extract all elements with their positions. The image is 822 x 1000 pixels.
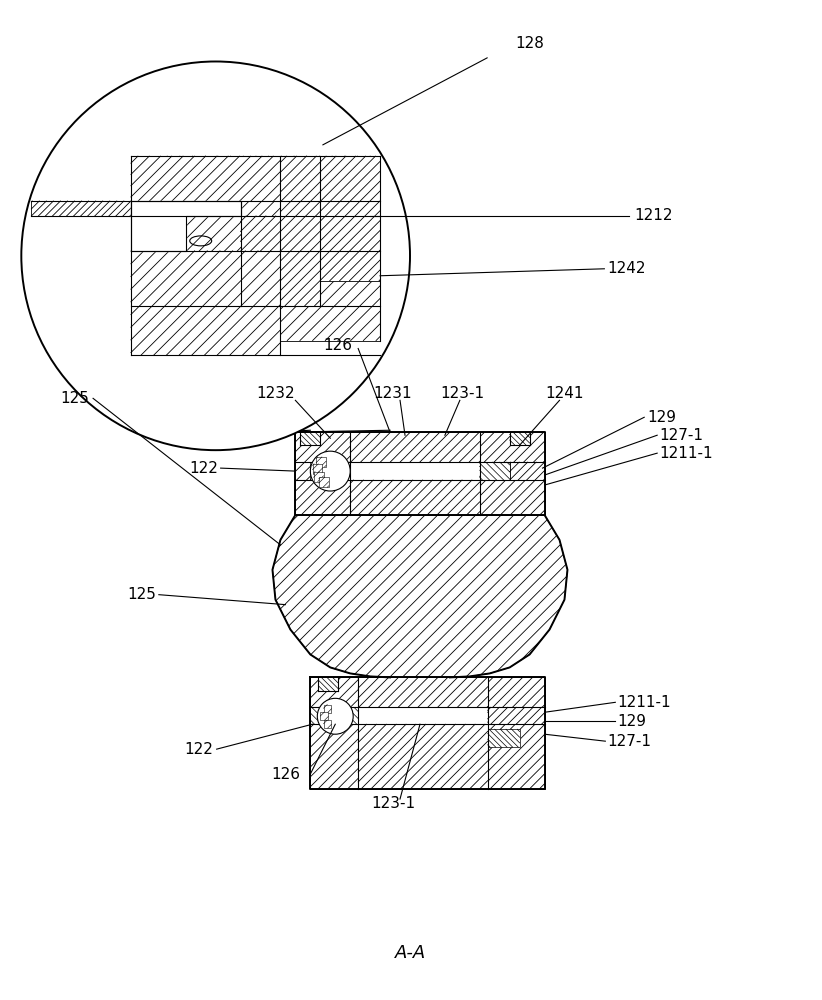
Text: 1231: 1231 <box>374 386 413 401</box>
Text: 122: 122 <box>185 742 214 757</box>
Text: 122: 122 <box>190 461 219 476</box>
Circle shape <box>317 698 353 734</box>
Circle shape <box>311 451 350 491</box>
Polygon shape <box>131 201 241 251</box>
Polygon shape <box>241 216 280 306</box>
Polygon shape <box>280 156 380 306</box>
Polygon shape <box>510 462 544 480</box>
Text: 129: 129 <box>617 714 646 729</box>
Text: 125: 125 <box>60 391 89 406</box>
Polygon shape <box>311 677 358 789</box>
Polygon shape <box>350 432 480 462</box>
Polygon shape <box>510 432 529 445</box>
Polygon shape <box>272 515 567 677</box>
Polygon shape <box>321 712 328 720</box>
Polygon shape <box>311 707 358 724</box>
Polygon shape <box>316 457 326 467</box>
Polygon shape <box>480 462 510 480</box>
Text: 1241: 1241 <box>545 386 584 401</box>
Text: 127-1: 127-1 <box>659 428 703 443</box>
Polygon shape <box>319 477 329 487</box>
Polygon shape <box>487 677 544 789</box>
Polygon shape <box>131 156 280 201</box>
Text: 123-1: 123-1 <box>441 386 485 401</box>
Text: 1212: 1212 <box>635 208 672 223</box>
Text: 1242: 1242 <box>607 261 646 276</box>
Polygon shape <box>324 705 331 713</box>
Polygon shape <box>487 729 520 747</box>
Text: A-A: A-A <box>395 944 427 962</box>
Polygon shape <box>161 156 380 355</box>
Polygon shape <box>358 724 487 789</box>
Text: 1232: 1232 <box>256 386 295 401</box>
Polygon shape <box>295 432 350 515</box>
Polygon shape <box>324 720 331 728</box>
Text: 125: 125 <box>127 587 156 602</box>
Text: 1211-1: 1211-1 <box>617 695 671 710</box>
Polygon shape <box>480 432 544 515</box>
Polygon shape <box>300 432 321 445</box>
Text: 128: 128 <box>515 36 544 51</box>
Text: 126: 126 <box>271 767 300 782</box>
Text: 123-1: 123-1 <box>371 796 415 811</box>
Text: 127-1: 127-1 <box>607 734 651 749</box>
Polygon shape <box>318 677 338 691</box>
Text: 1211-1: 1211-1 <box>659 446 713 461</box>
Polygon shape <box>350 480 480 515</box>
Polygon shape <box>31 201 131 216</box>
Circle shape <box>21 61 410 450</box>
Polygon shape <box>358 677 487 707</box>
Text: 126: 126 <box>323 338 352 353</box>
Text: 129: 129 <box>647 410 677 425</box>
Polygon shape <box>131 251 280 355</box>
Polygon shape <box>312 464 322 474</box>
Polygon shape <box>487 707 544 724</box>
Polygon shape <box>313 472 324 482</box>
Polygon shape <box>311 462 350 480</box>
